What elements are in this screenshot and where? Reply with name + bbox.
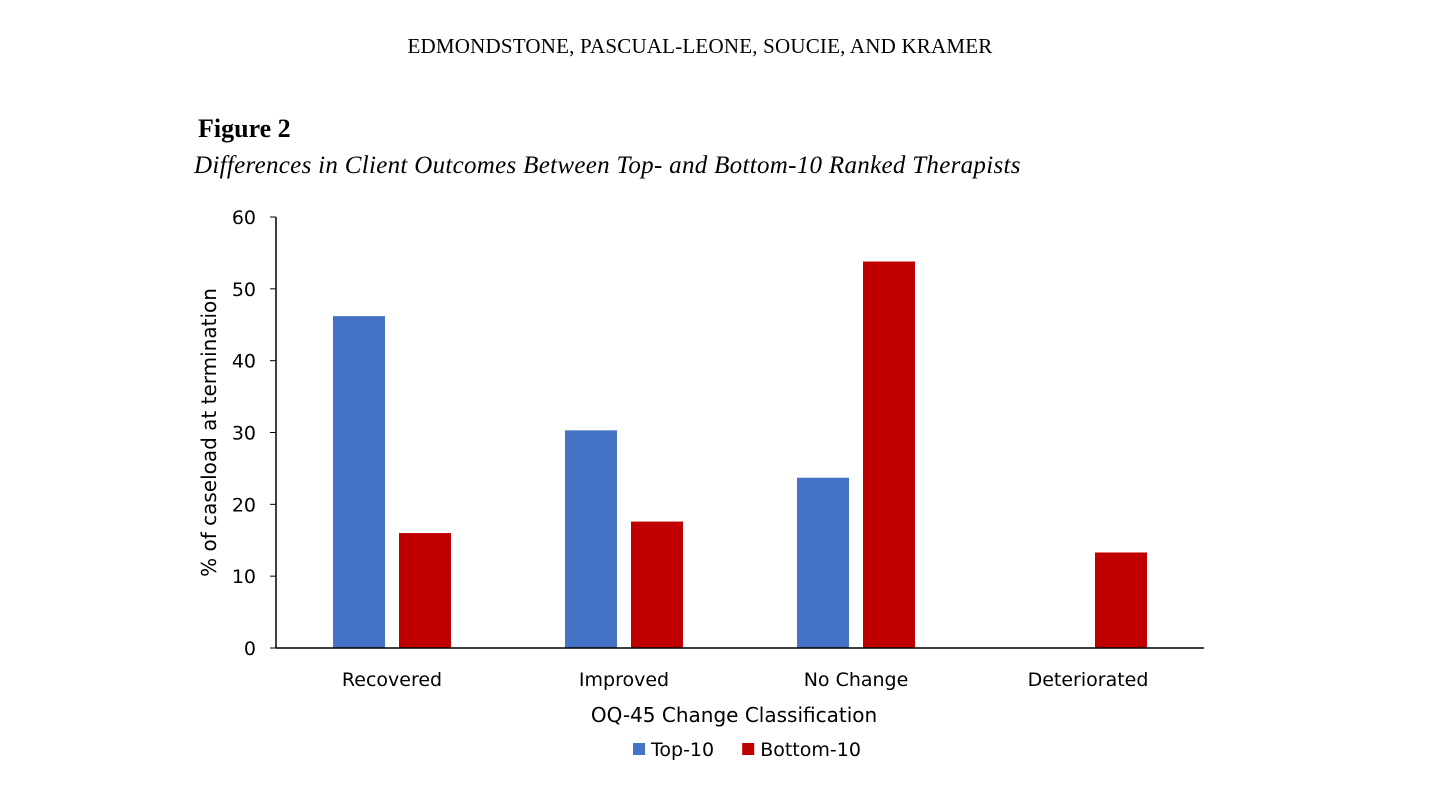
y-axis-label: % of caseload at termination (197, 288, 221, 577)
figure-label: Figure 2 (198, 114, 291, 143)
bar-bottom-10-no-change (863, 261, 915, 648)
x-tick-label: Deteriorated (1028, 669, 1149, 691)
y-tick-label: 40 (232, 351, 256, 373)
legend-swatch-top-10 (633, 743, 645, 755)
y-tick-label: 20 (232, 494, 256, 516)
y-tick-label: 10 (232, 566, 256, 588)
x-tick-label: Recovered (342, 669, 442, 691)
x-axis-ticks: Recovered Improved No Change Deteriorated (342, 669, 1149, 691)
bar-top-10-improved (565, 430, 617, 648)
running-head: EDMONDSTONE, PASCUAL-LEONE, SOUCIE, AND … (407, 34, 993, 58)
legend-label-top-10: Top-10 (650, 739, 714, 761)
figure-caption: Differences in Client Outcomes Between T… (194, 152, 1021, 179)
bar-bottom-10-deteriorated (1095, 552, 1147, 648)
bar-top-10-recovered (333, 316, 385, 648)
y-axis-ticks: 0 10 20 30 40 50 60 (232, 207, 276, 660)
y-tick-label: 50 (232, 279, 256, 301)
legend-swatch-bottom-10 (742, 743, 755, 755)
x-axis-label: OQ-45 Change Classification (591, 703, 877, 727)
x-tick-label: No Change (804, 669, 909, 691)
bars (333, 261, 1147, 648)
legend: Top-10 Bottom-10 (633, 739, 861, 761)
y-tick-label: 30 (232, 423, 256, 445)
bar-bottom-10-recovered (399, 533, 451, 648)
x-tick-label: Improved (579, 669, 669, 691)
y-tick-label: 0 (244, 638, 256, 660)
bar-top-10-no-change (797, 477, 849, 648)
y-tick-label: 60 (232, 207, 256, 229)
legend-label-bottom-10: Bottom-10 (760, 739, 861, 761)
bar-bottom-10-improved (631, 521, 683, 648)
